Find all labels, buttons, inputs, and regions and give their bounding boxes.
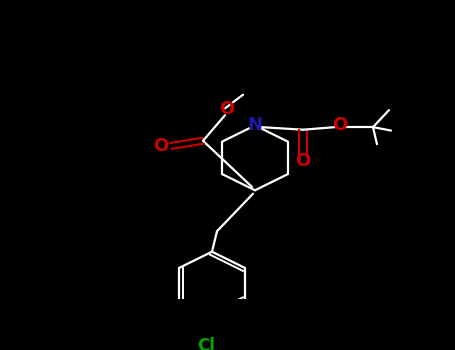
Text: O: O: [332, 117, 348, 134]
Text: O: O: [219, 100, 235, 118]
Text: N: N: [248, 117, 263, 134]
Text: O: O: [295, 152, 311, 170]
Text: O: O: [153, 137, 169, 155]
Text: Cl: Cl: [197, 337, 215, 350]
